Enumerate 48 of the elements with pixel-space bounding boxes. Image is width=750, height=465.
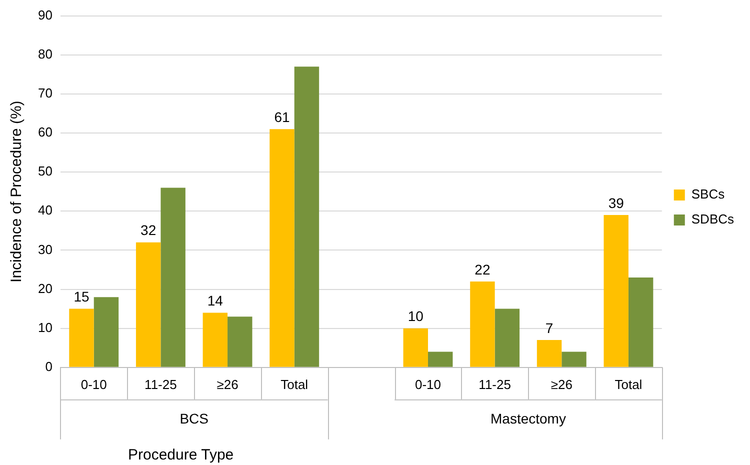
bar bbox=[562, 352, 586, 367]
bar bbox=[69, 308, 94, 367]
y-tick-label: 30 bbox=[38, 242, 52, 257]
y-tick-label: 40 bbox=[38, 202, 52, 218]
bar bbox=[628, 278, 654, 367]
x-tick-label: ≥26 bbox=[550, 376, 572, 392]
data-label: 32 bbox=[140, 222, 156, 238]
x-tick-label: 11-25 bbox=[144, 376, 177, 392]
bar bbox=[294, 66, 320, 367]
x-tick-label: Total bbox=[280, 376, 308, 392]
bar bbox=[270, 129, 294, 367]
x-tick-label: Total bbox=[614, 376, 642, 392]
data-label: 7 bbox=[545, 320, 554, 336]
x-tick-label: 11-25 bbox=[478, 376, 511, 392]
x-tick-label: ≥26 bbox=[216, 376, 238, 392]
y-axis-title: Incidence of Procedure (%) bbox=[8, 100, 26, 282]
y-tick-label: 10 bbox=[38, 320, 52, 335]
y-tick-label: 20 bbox=[38, 280, 52, 296]
bar bbox=[136, 242, 161, 367]
y-tick-label: 80 bbox=[38, 46, 52, 62]
bar bbox=[94, 297, 119, 367]
y-tick-label: 0 bbox=[45, 358, 52, 374]
bar bbox=[494, 308, 520, 367]
bar bbox=[403, 328, 428, 367]
bar bbox=[470, 281, 495, 367]
data-label: 15 bbox=[74, 288, 90, 305]
bar bbox=[202, 312, 228, 367]
data-label: 14 bbox=[207, 292, 224, 309]
bar bbox=[228, 316, 252, 367]
y-tick-label: 50 bbox=[38, 164, 52, 179]
y-tick-label: 60 bbox=[38, 124, 52, 140]
bar bbox=[536, 340, 562, 367]
text: Mastectomy bbox=[490, 410, 566, 426]
data-label: 61 bbox=[274, 108, 290, 125]
legend-label: SDBCs bbox=[691, 212, 734, 227]
data-label: 39 bbox=[608, 194, 624, 211]
bar bbox=[160, 188, 186, 367]
bar bbox=[428, 352, 453, 367]
x-axis-title: Procedure Type bbox=[128, 446, 234, 464]
bar bbox=[604, 215, 628, 367]
text: BCS bbox=[180, 410, 209, 426]
data-label: 22 bbox=[474, 261, 490, 278]
y-tick-label: 70 bbox=[38, 86, 52, 101]
x-tick-label: 0-10 bbox=[80, 376, 107, 392]
x-tick-label: 0-10 bbox=[414, 376, 442, 392]
y-tick-label: 90 bbox=[38, 7, 52, 22]
legend-label: SBCs bbox=[691, 186, 726, 202]
data-label: 10 bbox=[408, 308, 424, 324]
